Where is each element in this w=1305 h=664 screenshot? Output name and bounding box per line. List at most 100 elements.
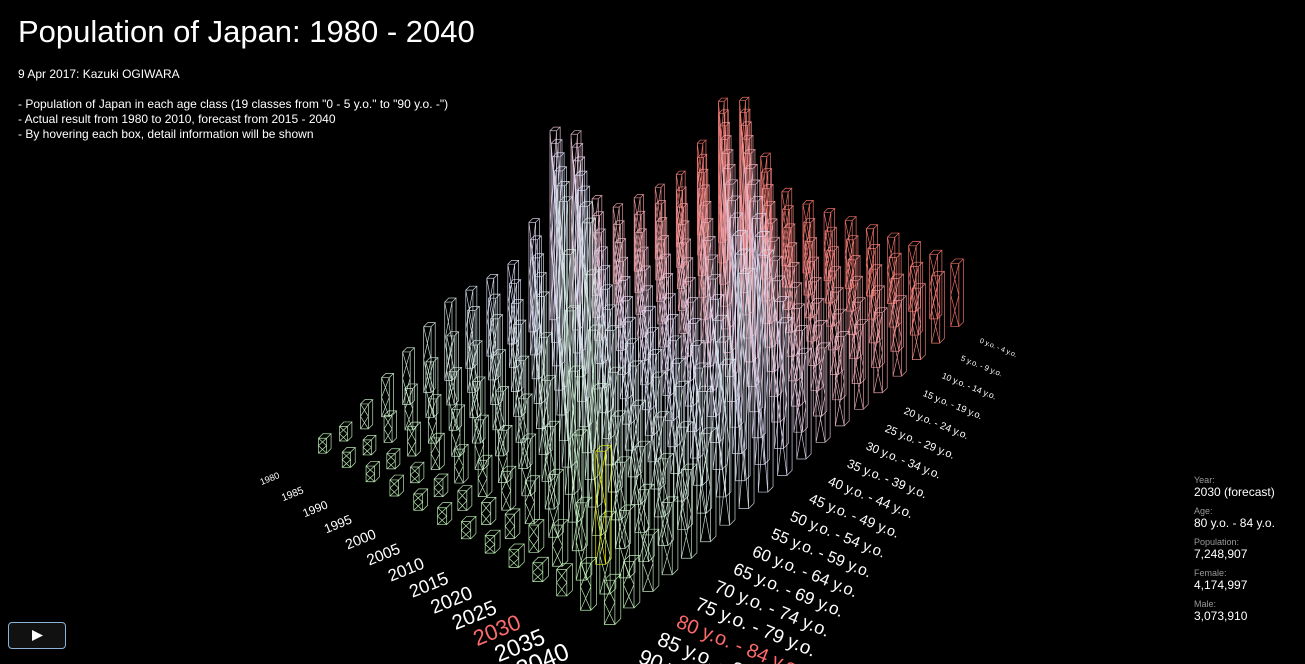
wire-box[interactable] xyxy=(477,454,493,497)
wire-box[interactable] xyxy=(556,563,574,597)
wire-box[interactable] xyxy=(849,275,864,360)
wire-box[interactable] xyxy=(623,555,641,609)
wire-box[interactable] xyxy=(457,485,473,511)
wire-box[interactable] xyxy=(407,421,422,457)
wire-box[interactable] xyxy=(528,519,545,553)
wire-box[interactable] xyxy=(518,393,533,470)
wire-box[interactable] xyxy=(446,331,460,406)
wire-box[interactable] xyxy=(760,152,772,259)
wire-box[interactable] xyxy=(389,474,405,497)
wire-box[interactable] xyxy=(481,496,497,525)
wire-box[interactable] xyxy=(467,306,481,393)
wire-box[interactable] xyxy=(561,249,577,468)
wire-box[interactable] xyxy=(696,139,707,236)
wire-box[interactable] xyxy=(568,365,584,523)
wire-box[interactable] xyxy=(726,195,741,402)
wire-box[interactable] xyxy=(911,283,927,361)
wire-box[interactable] xyxy=(929,249,943,320)
wire-box[interactable] xyxy=(613,220,625,306)
wire-box[interactable] xyxy=(575,496,593,581)
wire-box[interactable] xyxy=(612,203,624,284)
wire-box[interactable] xyxy=(722,163,736,353)
wire-box[interactable] xyxy=(808,277,822,366)
wire-box[interactable] xyxy=(642,528,660,592)
wire-box[interactable] xyxy=(661,496,679,576)
wire-box[interactable] xyxy=(812,319,828,417)
wire-box[interactable] xyxy=(630,399,647,505)
wire-box[interactable] xyxy=(638,483,656,563)
wire-box[interactable] xyxy=(738,267,755,509)
wire-box[interactable] xyxy=(552,519,569,567)
wire-box[interactable] xyxy=(365,460,381,483)
wire-box[interactable] xyxy=(611,410,628,521)
wire-box[interactable] xyxy=(381,373,395,418)
wire-box[interactable] xyxy=(504,508,521,539)
wire-box[interactable] xyxy=(892,295,908,377)
wire-box[interactable] xyxy=(531,253,545,380)
wire-box[interactable] xyxy=(768,255,783,397)
wire-box[interactable] xyxy=(484,529,501,554)
wire-box[interactable] xyxy=(844,216,857,289)
wire-box[interactable] xyxy=(707,273,722,417)
wire-box[interactable] xyxy=(655,200,667,281)
wire-box[interactable] xyxy=(386,448,401,470)
wire-box[interactable] xyxy=(781,187,793,266)
wire-box[interactable] xyxy=(409,461,425,484)
wire-box[interactable] xyxy=(815,342,831,443)
wire-box[interactable] xyxy=(548,468,565,538)
wire-box[interactable] xyxy=(796,347,812,460)
wire-box[interactable] xyxy=(383,410,398,443)
wire-box[interactable] xyxy=(654,411,671,518)
wire-box[interactable] xyxy=(823,208,836,282)
wire-box[interactable] xyxy=(451,404,466,457)
wire-box[interactable] xyxy=(532,556,550,583)
wire-box[interactable] xyxy=(614,456,632,549)
wire-box[interactable] xyxy=(732,230,748,454)
wire-box[interactable] xyxy=(670,357,686,474)
wire-box[interactable] xyxy=(634,440,651,534)
wire-box[interactable] xyxy=(533,272,547,404)
wire-box[interactable] xyxy=(556,181,571,416)
wire-box[interactable] xyxy=(584,269,600,480)
wire-box[interactable] xyxy=(676,203,689,290)
wire-box[interactable] xyxy=(536,291,550,429)
wire-box[interactable] xyxy=(676,186,687,268)
wire-box[interactable] xyxy=(471,376,486,444)
wire-box[interactable] xyxy=(423,322,437,393)
wire-box[interactable] xyxy=(618,504,636,579)
wire-box[interactable] xyxy=(764,218,778,348)
wire-box[interactable] xyxy=(413,488,429,511)
wire-box[interactable] xyxy=(851,297,867,384)
wire-box[interactable] xyxy=(754,230,771,465)
wire-box[interactable] xyxy=(931,270,946,344)
wire-box[interactable] xyxy=(574,170,588,378)
wire-box[interactable] xyxy=(664,314,679,422)
wire-box[interactable] xyxy=(360,399,374,430)
wire-box[interactable] xyxy=(715,336,732,498)
wire-box[interactable] xyxy=(474,414,490,470)
wire-box[interactable] xyxy=(700,427,717,543)
wire-box[interactable] xyxy=(454,443,469,484)
wire-box[interactable] xyxy=(871,285,886,368)
wire-box[interactable] xyxy=(806,256,820,342)
wire-box[interactable] xyxy=(508,543,526,568)
wire-box[interactable] xyxy=(650,371,667,490)
wire-box[interactable] xyxy=(847,255,861,335)
wire-box[interactable] xyxy=(607,366,624,493)
wire-box[interactable] xyxy=(627,360,643,478)
wire-box[interactable] xyxy=(492,349,507,431)
wire-box[interactable] xyxy=(524,475,541,525)
wire-box[interactable] xyxy=(657,452,675,546)
wire-box[interactable] xyxy=(827,266,842,351)
wire-box[interactable] xyxy=(510,299,524,392)
wire-box[interactable] xyxy=(873,307,889,394)
wire-box[interactable] xyxy=(427,394,442,444)
wire-box[interactable] xyxy=(718,109,730,264)
wire-box[interactable] xyxy=(513,319,527,417)
wire-box[interactable] xyxy=(425,357,439,418)
wire-box[interactable] xyxy=(317,433,332,454)
wire-box[interactable] xyxy=(724,179,739,377)
wire-box[interactable] xyxy=(644,327,660,436)
wire-box[interactable] xyxy=(521,433,537,497)
wire-box[interactable] xyxy=(749,196,764,413)
